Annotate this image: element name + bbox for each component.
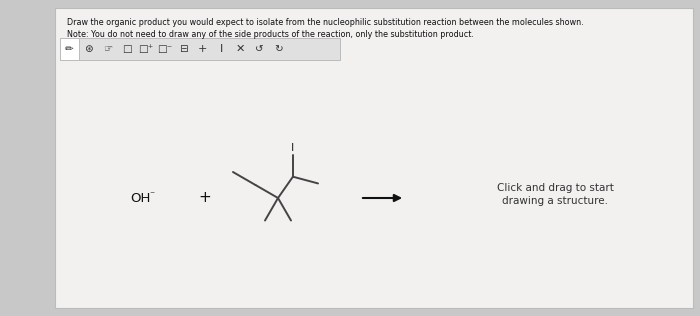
Text: □: □ <box>122 44 132 54</box>
Text: ✕: ✕ <box>236 44 245 54</box>
Text: drawing a structure.: drawing a structure. <box>502 196 608 206</box>
Text: +: + <box>198 44 207 54</box>
Text: ✏: ✏ <box>65 44 74 54</box>
Text: ⊛: ⊛ <box>84 44 93 54</box>
Text: OH: OH <box>130 191 150 204</box>
Text: I: I <box>291 143 295 153</box>
Text: ↺: ↺ <box>255 44 264 54</box>
Text: +: + <box>199 191 211 205</box>
Text: ↻: ↻ <box>274 44 283 54</box>
Text: ⁻: ⁻ <box>149 190 154 200</box>
Text: □⁺: □⁺ <box>138 44 153 54</box>
Text: □⁻: □⁻ <box>157 44 172 54</box>
Bar <box>60 38 79 60</box>
Text: I: I <box>220 44 223 54</box>
Text: Note: You do not need to draw any of the side products of the reaction, only the: Note: You do not need to draw any of the… <box>67 30 474 39</box>
Text: Draw the organic product you would expect to isolate from the nucleophilic subst: Draw the organic product you would expec… <box>67 18 584 27</box>
Text: ⊟: ⊟ <box>179 44 188 54</box>
Text: Click and drag to start: Click and drag to start <box>496 183 613 193</box>
Text: ☞: ☞ <box>103 44 112 54</box>
Bar <box>60 38 340 60</box>
